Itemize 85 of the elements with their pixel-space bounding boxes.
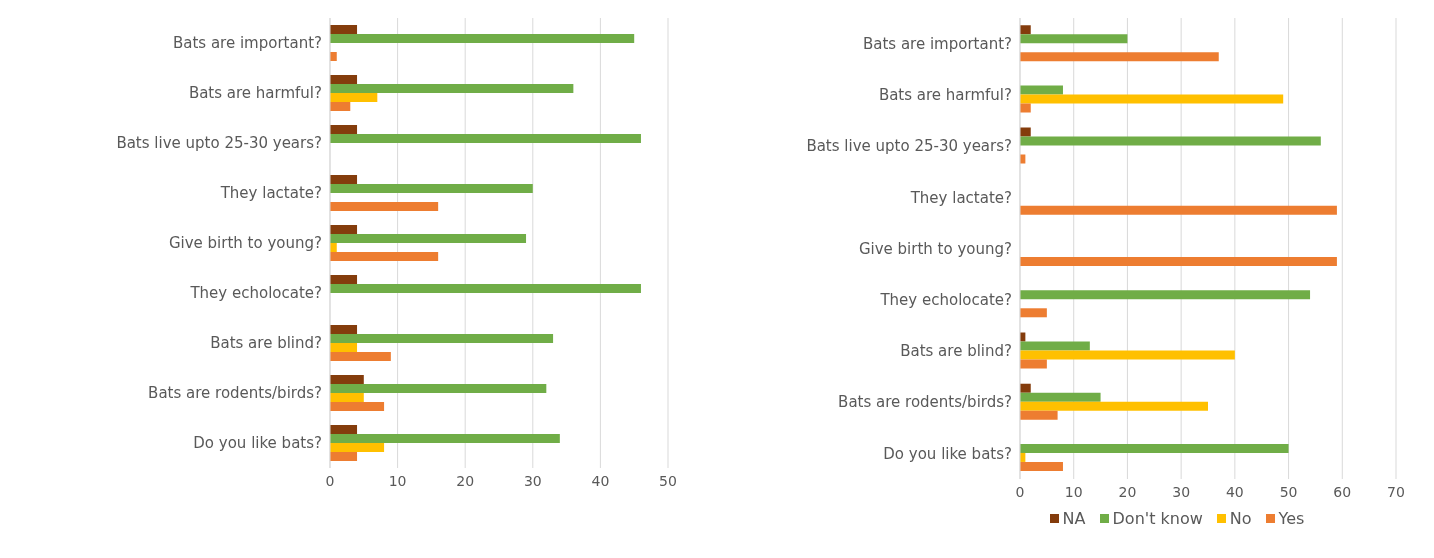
legend-label: Yes [1277, 509, 1305, 528]
y-tick-label: Bats are blind? [900, 342, 1012, 361]
bar [330, 184, 533, 193]
y-tick-label: Bats are harmful? [188, 84, 322, 103]
bar [1020, 257, 1337, 267]
bar [1020, 127, 1031, 137]
bar [1020, 308, 1047, 318]
bar [1020, 205, 1337, 215]
bar [330, 134, 641, 143]
bar [330, 102, 351, 111]
bar [330, 234, 527, 243]
y-tick-label: Bats live upto 25-30 years? [116, 134, 322, 153]
x-tick-label: 70 [1387, 483, 1405, 500]
y-tick-label: Bats are harmful? [878, 86, 1012, 105]
legend-label: NA [1061, 509, 1086, 528]
bar [1020, 383, 1031, 393]
bar [1020, 410, 1058, 420]
bar [1020, 359, 1047, 369]
bar [330, 393, 364, 402]
bar [1020, 94, 1284, 104]
bar [330, 343, 358, 352]
bar [330, 75, 358, 84]
bar [330, 375, 364, 384]
bar [330, 34, 635, 43]
y-tick-label: Give birth to young? [858, 239, 1012, 258]
y-tick-label: Do you like bats? [193, 434, 322, 453]
y-tick-label: Bats are rodents/birds? [148, 384, 322, 403]
bar [330, 175, 358, 184]
bar [1020, 85, 1063, 95]
bar [330, 434, 560, 443]
x-tick-label: 40 [591, 472, 610, 489]
bar [1020, 443, 1289, 453]
x-tick-label: 30 [523, 472, 542, 489]
y-tick-label: Bats are important? [862, 34, 1012, 53]
y-tick-label: They lactate? [909, 188, 1012, 207]
bar [330, 452, 358, 461]
bar [1020, 401, 1208, 411]
bar [1020, 34, 1128, 44]
bar [330, 225, 358, 234]
bar [330, 402, 385, 411]
y-tick-label: Bats are important? [172, 34, 322, 53]
bar [330, 325, 358, 334]
x-tick-label: 20 [1118, 483, 1137, 500]
y-tick-label: They echolocate? [189, 284, 322, 303]
bar [330, 252, 439, 261]
x-tick-label: 60 [1333, 483, 1352, 500]
bar [330, 334, 554, 343]
bar [1020, 25, 1031, 35]
bar [1020, 461, 1063, 471]
x-tick-label: 30 [1172, 483, 1191, 500]
x-tick-label: 10 [388, 472, 407, 489]
bar [330, 125, 358, 134]
legend-label: No [1228, 509, 1252, 528]
bar [330, 352, 391, 361]
y-tick-label: They lactate? [219, 184, 322, 203]
bar [1020, 136, 1321, 146]
y-tick-label: Bats are blind? [210, 334, 322, 353]
y-tick-label: Do you like bats? [883, 444, 1012, 463]
y-tick-label: They echolocate? [879, 291, 1012, 310]
bar [330, 202, 439, 211]
x-tick-label: 40 [1225, 483, 1244, 500]
bar [1020, 392, 1101, 402]
bar [330, 443, 385, 452]
bar [330, 284, 641, 293]
bar [330, 384, 547, 393]
y-tick-label: Bats live upto 25-30 years? [806, 137, 1012, 156]
bar [330, 93, 378, 102]
bar [330, 25, 358, 34]
bar [1020, 103, 1031, 113]
bar [1020, 350, 1235, 360]
x-tick-label: 10 [1064, 483, 1083, 500]
legend-label: Don't know [1111, 509, 1203, 528]
bar [330, 275, 358, 284]
x-tick-label: 0 [325, 472, 335, 489]
bar [330, 84, 574, 93]
bar [1020, 52, 1219, 62]
x-tick-label: 50 [1279, 483, 1298, 500]
bar [1020, 341, 1090, 351]
bar [330, 425, 358, 434]
bar [1020, 290, 1311, 300]
x-tick-label: 0 [1015, 483, 1025, 500]
x-tick-label: 50 [659, 472, 677, 489]
y-tick-label: Bats are rodents/birds? [838, 393, 1012, 412]
y-tick-label: Give birth to young? [168, 234, 322, 253]
x-tick-label: 20 [456, 472, 475, 489]
